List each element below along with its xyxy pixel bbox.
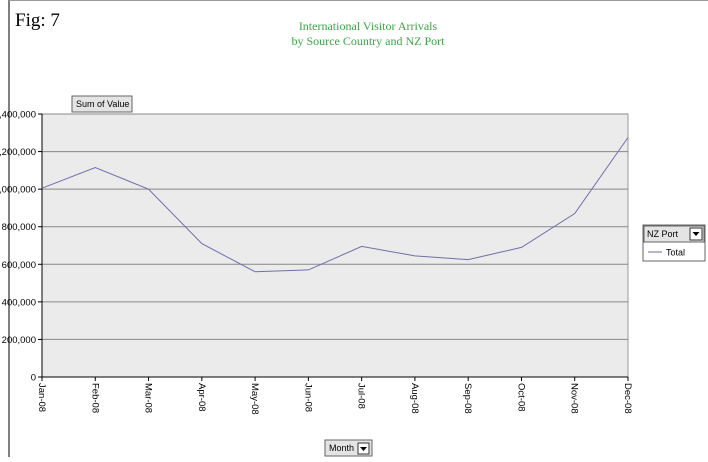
x-tick-label: Jun-08 — [302, 383, 313, 412]
line — [41, 137, 629, 273]
chart-title: International Visitor Arrivals — [299, 19, 438, 33]
x-tick-label: Mar-08 — [143, 383, 154, 413]
y-tick-label: 800,000 — [2, 222, 36, 233]
x-tick-label: Jul-08 — [356, 383, 367, 409]
x-tick-label: Oct-08 — [515, 383, 526, 412]
x-tick-label: Apr-08 — [196, 383, 207, 412]
y-tick-label: 200,000 — [2, 335, 36, 346]
x-field-label: Month — [329, 443, 354, 453]
dropdown-arrow — [360, 447, 367, 451]
x-tick-label: Dec-08 — [622, 383, 633, 414]
data-field-button[interactable] — [71, 95, 133, 113]
x-tick-label: Feb-08 — [89, 383, 100, 413]
y-tick-label: 1,000,000 — [0, 185, 36, 196]
legend-title: NZ Port — [647, 229, 679, 239]
y-tick-label: 1,200,000 — [0, 147, 36, 158]
y-tick-label: 600,000 — [2, 260, 36, 271]
x-tick-label: Jan-08 — [36, 383, 47, 412]
dropdown-arrow — [692, 232, 700, 236]
chart-subtitle: by Source Country and NZ Port — [292, 34, 446, 48]
y-tick-label: 1,400,000 — [0, 110, 36, 121]
x-tick-label: Aug-08 — [409, 383, 420, 414]
figure-label: Fig: 7 — [15, 10, 60, 31]
y-tick-label: 0 — [31, 373, 36, 384]
x-tick-label: May-08 — [249, 383, 260, 415]
x-tick-label: Nov-08 — [569, 383, 580, 414]
x-tick-label: Sep-08 — [462, 383, 473, 414]
legend-label: Total — [666, 248, 685, 258]
y-tick-label: 400,000 — [2, 297, 36, 308]
plot-area — [41, 113, 629, 378]
legend-field-button[interactable] — [643, 225, 705, 243]
data-field-label: Sum of Value — [76, 99, 129, 109]
